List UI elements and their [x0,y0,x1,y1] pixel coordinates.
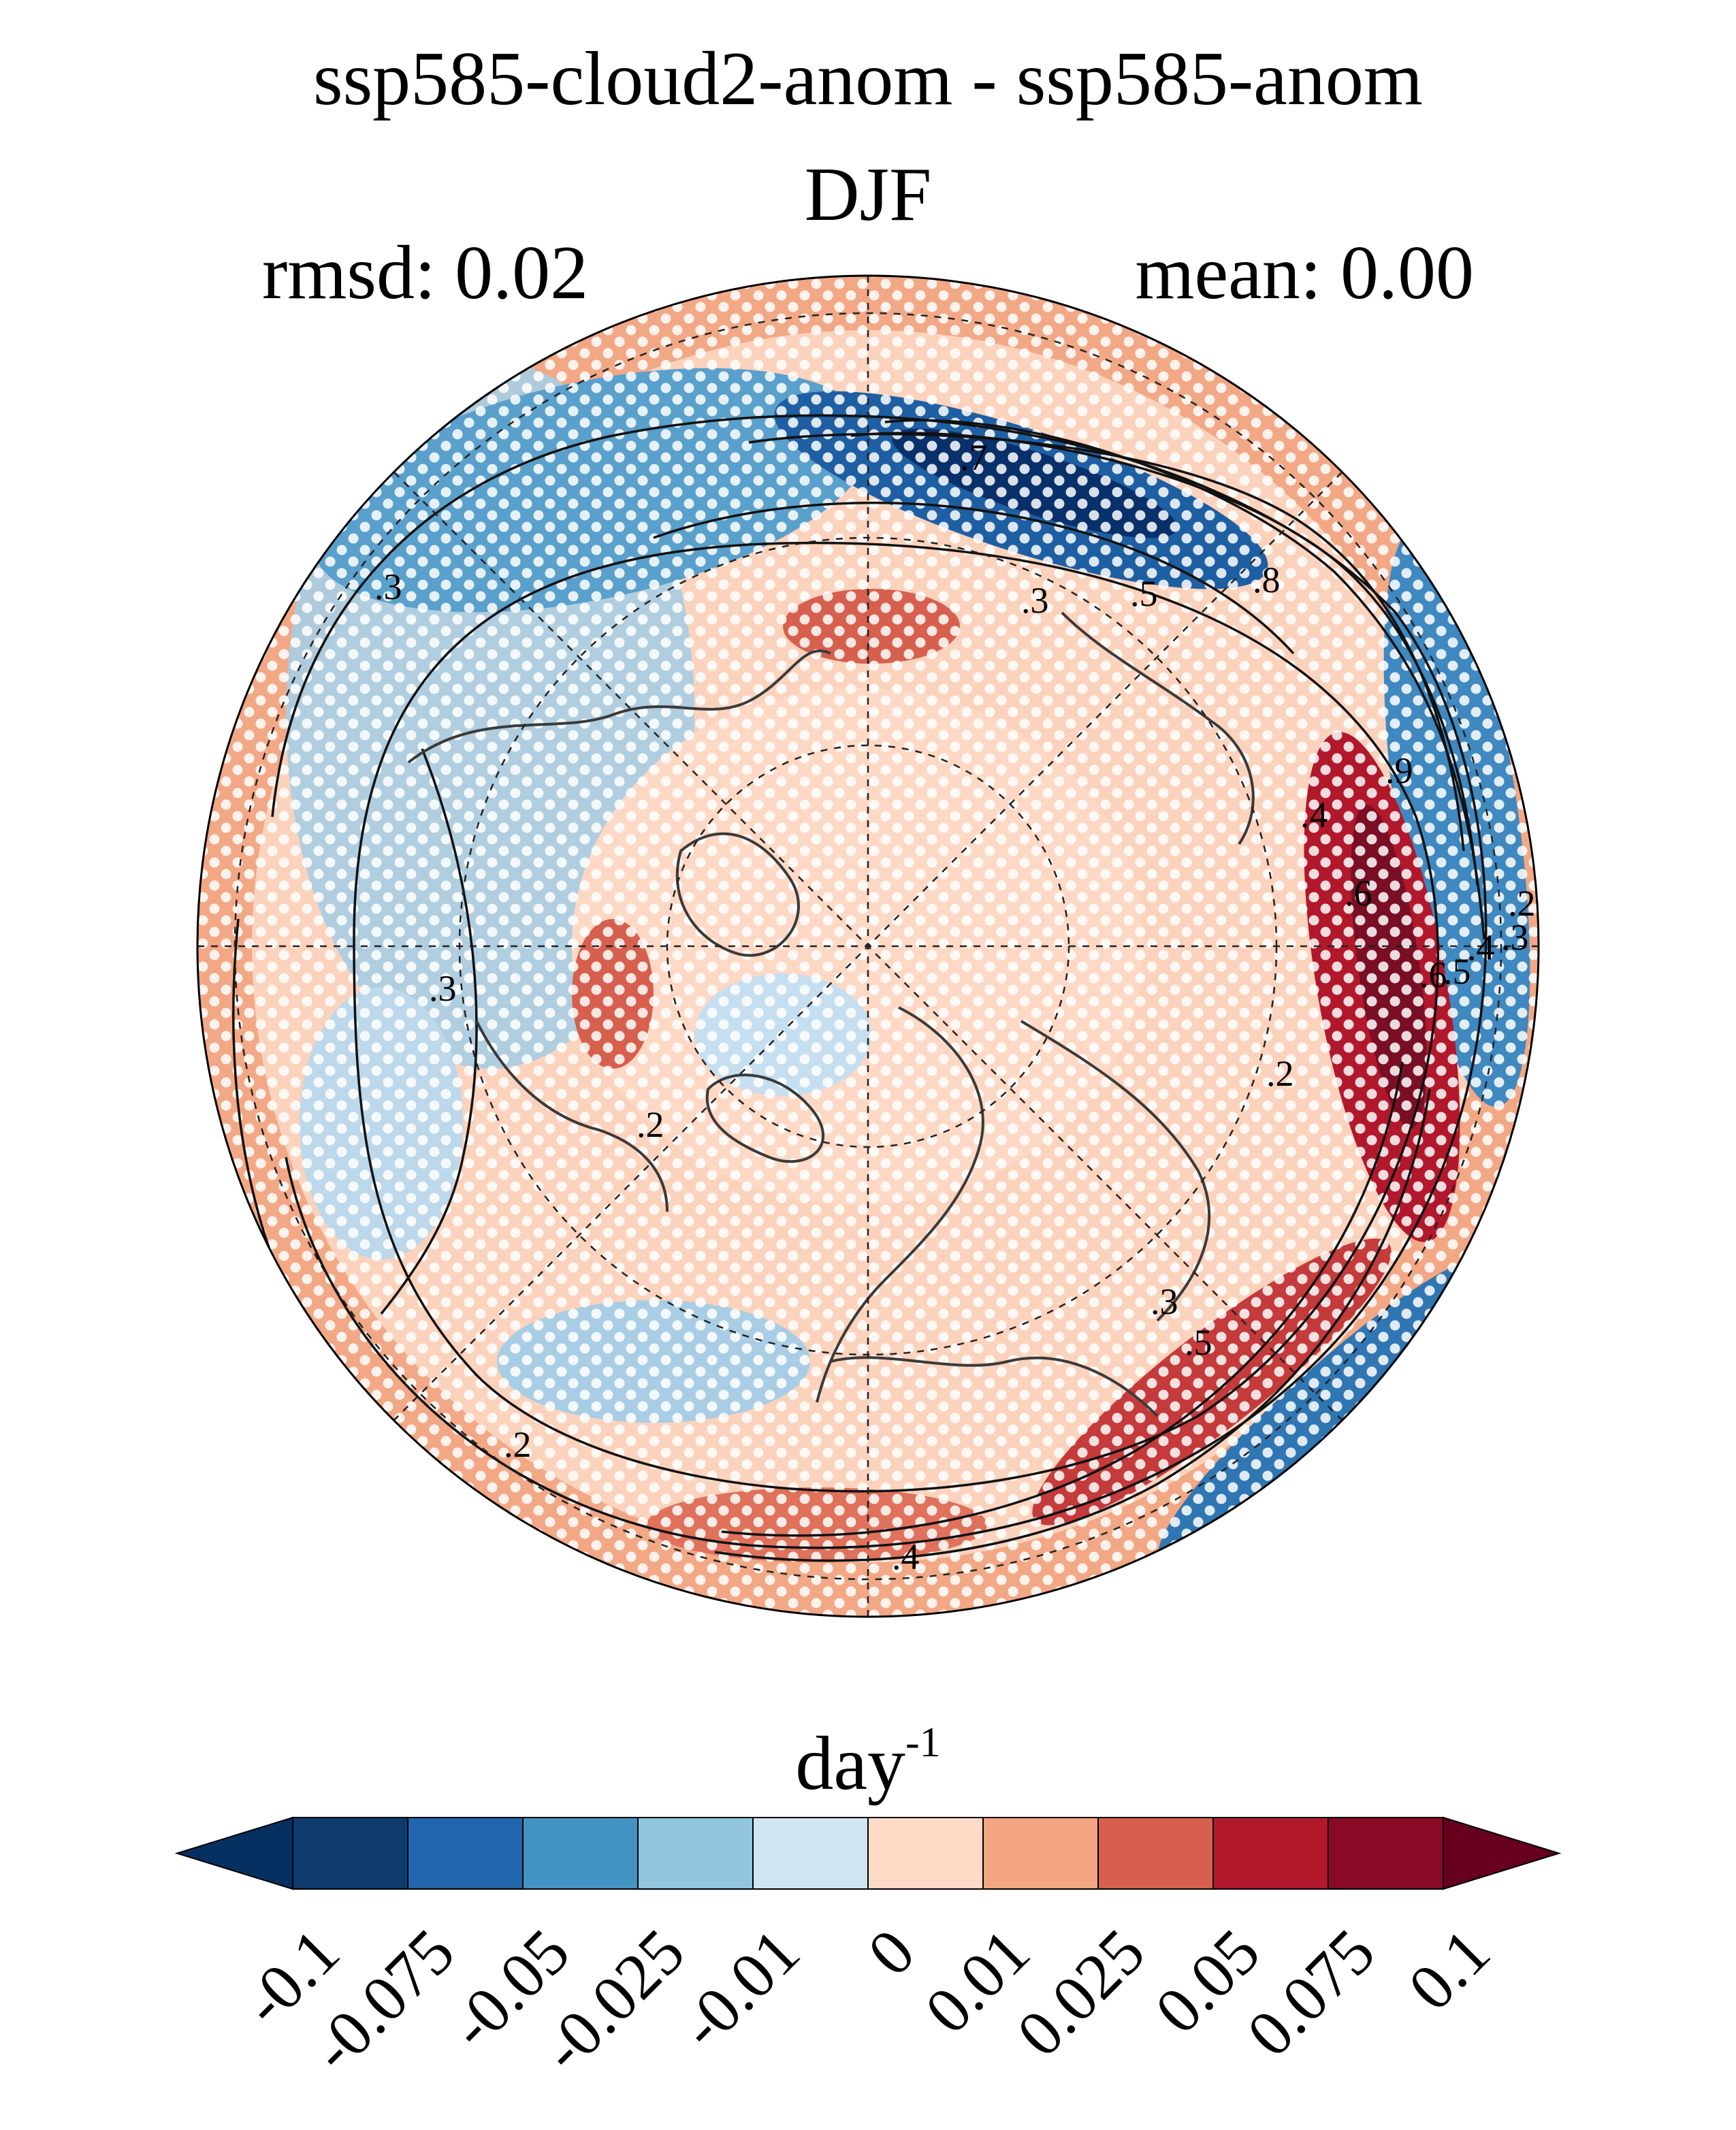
units-exponent: -1 [905,1719,941,1766]
colorbar-bin [522,1817,639,1890]
contour-label: .6 [1345,873,1372,914]
contour-label: .4 [892,1536,920,1577]
colorbar-tick-label: 0.025 [1003,1915,1158,2070]
contour-label: .4 [1467,927,1495,968]
colorbar-tick-label: 0 [854,1915,929,1990]
contour-label: .5 [1443,951,1471,992]
colorbar-bin [867,1817,984,1890]
contour-label: .2 [504,1424,532,1465]
mean-stat: mean: 0.00 [1135,231,1474,315]
colorbar-bin [1328,1817,1444,1890]
contour-label: .3 [374,566,402,607]
colorbar-bin [752,1817,869,1890]
colorbar-arrow-low [174,1816,293,1890]
contour-label: .5 [1130,573,1158,614]
contour-label: .8 [1253,560,1281,600]
colorbar-bin [982,1817,1099,1890]
figure-title: ssp585-cloud2-anom - ssp585-anom [312,37,1423,121]
contour-label: .2 [637,1104,664,1145]
contour-label: .7 [960,437,988,478]
contour-label: .3 [429,968,457,1009]
season-label: DJF [804,152,932,237]
map-boundary [196,274,1540,1618]
colorbar-arrow-high [1443,1816,1562,1890]
contour-label: .2 [1266,1053,1294,1094]
contour-label: .9 [1385,750,1413,791]
graticule [197,276,1539,1617]
contour-label: .5 [1185,1322,1212,1363]
colorbar-bin [292,1817,408,1890]
contour-label: .4 [1300,794,1328,835]
contour-label: .2 [1508,883,1536,924]
contour-label: .6 [1419,954,1447,995]
units-base: day [795,1722,906,1806]
colorbar-bin [637,1817,754,1890]
colorbar-bin [1097,1817,1214,1890]
colorbar-units: day-1 [0,1722,1736,1802]
contour-label: .3 [1151,1281,1178,1322]
polar-map: .3 .7 .3 .5 .8 .9 .4 .6 .2 .3 .4 .5 .6 .… [196,274,1540,1618]
rmsd-stat: rmsd: 0.02 [262,231,589,315]
colorbar-bin [1212,1817,1329,1890]
contour-lines [232,414,1488,1562]
colorbar-tick-label: 0.1 [1394,1915,1504,2024]
contour-label: .3 [1501,917,1529,958]
colorbar-tick-label: 0.075 [1233,1915,1388,2070]
coastlines [407,611,1255,1417]
colorbar-bin [407,1817,524,1890]
contour-label: .3 [1021,580,1049,621]
colorbar-tick-label: -0.01 [665,1915,813,2063]
